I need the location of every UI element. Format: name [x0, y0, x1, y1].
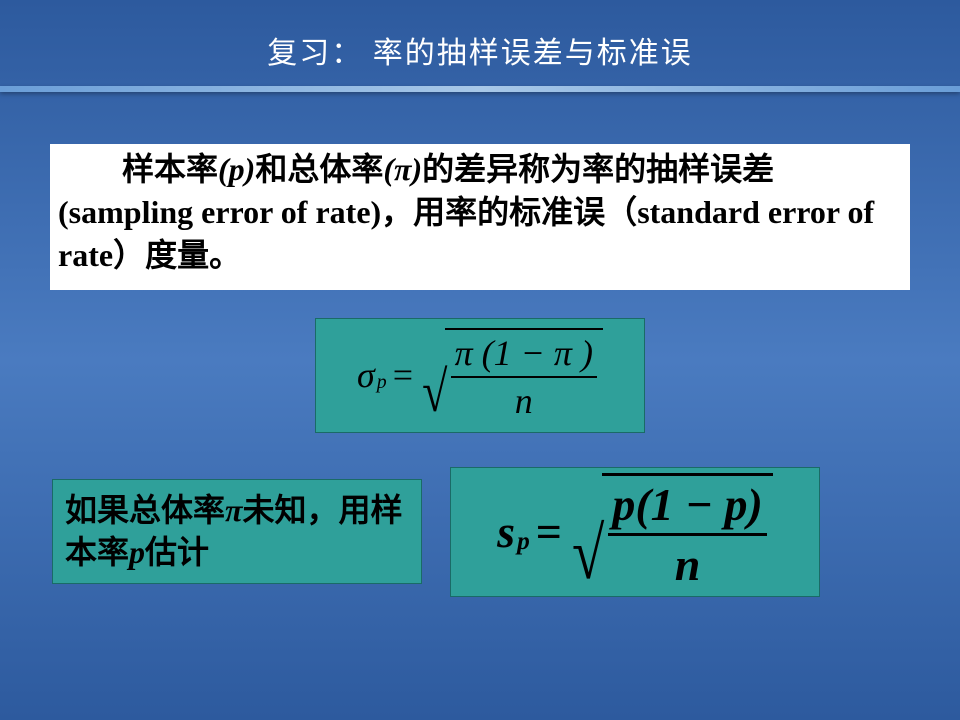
formula-sigma: σ p = √ π (1 − π ) n	[315, 318, 645, 433]
sigma-lhs: σ p	[357, 354, 387, 396]
para-part5: ）度量。	[113, 237, 241, 273]
bottom-row: 如果总体率π未知，用样本率p估计 s p = √ p(1 − p) n	[0, 467, 960, 597]
para-part1: 样本率	[122, 151, 218, 187]
para-p: (p)	[218, 151, 255, 187]
para-part2: 和总体率	[255, 151, 383, 187]
note-1a: 如果总体率	[65, 492, 225, 528]
formula1-numerator: π (1 − π )	[451, 332, 597, 378]
slide-title: 复习： 率的抽样误差与标准误	[0, 0, 960, 86]
title-divider	[0, 86, 960, 92]
formula2-denominator: n	[675, 536, 701, 591]
equals-sign: =	[393, 354, 413, 396]
equals-sign-2: =	[536, 505, 562, 558]
para-part3: 的差异称为率的抽样误差	[422, 151, 774, 187]
s-subscript: p	[517, 527, 530, 556]
formula2-numerator: p(1 − p)	[608, 478, 767, 536]
sqrt-icon: √ π (1 − π ) n	[419, 328, 603, 422]
sqrt-icon-2: √ p(1 − p) n	[568, 473, 773, 591]
para-pi: (π)	[383, 151, 422, 187]
sigma-symbol: σ	[357, 354, 375, 396]
formula1-denominator: n	[515, 378, 533, 422]
formula1-container: σ p = √ π (1 − π ) n	[0, 318, 960, 433]
note-pi: π	[225, 492, 242, 528]
note-1c: 估计	[145, 534, 209, 570]
slide: 复习： 率的抽样误差与标准误 样本率(p)和总体率(π)的差异称为率的抽样误差 (…	[0, 0, 960, 720]
sigma-subscript: p	[377, 371, 387, 394]
note-p: p	[129, 534, 145, 570]
s-symbol: s	[497, 505, 515, 558]
para-eng1: (sampling error of rate)	[58, 194, 381, 230]
para-part4: ，用率的标准误（	[381, 194, 637, 230]
sp-lhs: s p	[497, 505, 530, 558]
formula-sp: s p = √ p(1 − p) n	[450, 467, 820, 597]
note-box: 如果总体率π未知，用样本率p估计	[52, 479, 422, 584]
paragraph: 样本率(p)和总体率(π)的差异称为率的抽样误差 (sampling error …	[50, 144, 910, 290]
